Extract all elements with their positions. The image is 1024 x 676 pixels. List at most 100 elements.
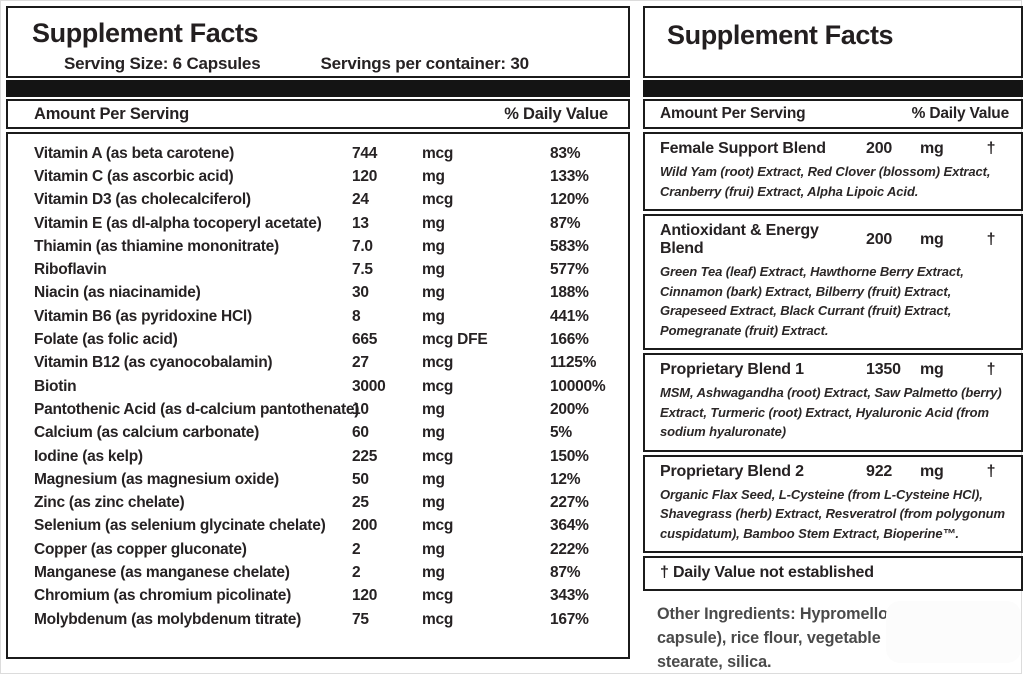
nutrient-amount: 30 (352, 284, 369, 302)
nutrient-row: Manganese (as manganese chelate) 2 mg 87% (8, 561, 628, 584)
nutrient-name: Vitamin B6 (as pyridoxine HCl) (34, 307, 252, 325)
blend-name: Antioxidant & Energy Blend (660, 222, 819, 257)
blend-unit: mg (920, 462, 944, 480)
nutrient-amount: 25 (352, 494, 369, 512)
nutrient-daily-value: 167% (550, 610, 589, 628)
blend-list: Female Support Blend 200 mg † Wild Yam (root… (643, 132, 1023, 553)
left-panel-title: Supplement Facts (32, 18, 259, 48)
nutrient-name: Vitamin B12 (as cyanocobalamin) (34, 354, 273, 372)
nutrient-amount: 2 (352, 563, 361, 581)
nutrient-daily-value: 87% (550, 563, 581, 581)
nutrient-row: Zinc (as zinc chelate) 25 mg 227% (8, 491, 628, 514)
nutrient-unit: mg (422, 284, 445, 302)
blend-name: Proprietary Blend 2 (660, 462, 804, 480)
nutrient-name: Biotin (34, 377, 77, 395)
nutrient-daily-value: 227% (550, 494, 589, 512)
nutrient-name: Copper (as copper gluconate) (34, 540, 247, 558)
serving-info-line: Serving Size: 6 Capsules Servings per co… (32, 54, 610, 74)
nutrient-name: Iodine (as kelp) (34, 447, 143, 465)
nutrient-unit: mcg (422, 377, 454, 395)
nutrient-unit: mcg (422, 517, 454, 535)
nutrient-row: Vitamin A (as beta carotene) 744 mcg 83% (8, 142, 628, 165)
nutrient-amount: 50 (352, 470, 369, 488)
right-facts-panel: Supplement Facts Amount Per Serving % Da… (643, 6, 1023, 674)
nutrient-amount: 120 (352, 587, 378, 605)
nutrient-amount: 10 (352, 400, 369, 418)
nutrient-amount: 744 (352, 144, 378, 162)
blend-ingredients: Organic Flax Seed, L-Cysteine (from L-Cy… (660, 486, 1005, 541)
nutrient-unit: mcg (422, 144, 454, 162)
nutrient-unit: mg (422, 563, 445, 581)
nutrient-name: Thiamin (as thiamine mononitrate) (34, 237, 279, 255)
nutrient-row: Vitamin D3 (as cholecalciferol) 24 mcg 120% (8, 189, 628, 212)
nutrient-amount: 24 (352, 191, 369, 209)
nutrient-name: Vitamin A (as beta carotene) (34, 144, 235, 162)
nutrient-row: Copper (as copper gluconate) 2 mg 222% (8, 538, 628, 561)
nutrient-daily-value: 364% (550, 517, 589, 535)
nutrient-amount: 7.0 (352, 237, 373, 255)
nutrient-daily-value: 10000% (550, 377, 606, 395)
nutrient-daily-value: 583% (550, 237, 589, 255)
nutrient-unit: mg (422, 494, 445, 512)
blend-header: Proprietary Blend 2 922 mg † (660, 463, 1008, 481)
nutrient-table: Vitamin A (as beta carotene) 744 mcg 83% Vit… (6, 132, 630, 659)
nutrient-row: Vitamin B12 (as cyanocobalamin) 27 mcg 1125… (8, 352, 628, 375)
blend-box: Proprietary Blend 1 1350 mg † MSM, Ashwagand… (643, 353, 1023, 452)
blend-amount: 922 (866, 462, 893, 480)
nutrient-amount: 75 (352, 610, 369, 628)
nutrient-row: Riboflavin 7.5 mg 577% (8, 258, 628, 281)
nutrient-daily-value: 200% (550, 400, 589, 418)
blend-daily-value: † (986, 140, 996, 157)
nutrient-daily-value: 150% (550, 447, 589, 465)
nutrient-row: Chromium (as chromium picolinate) 120 mcg 3… (8, 585, 628, 608)
left-title-box: Supplement Facts Serving Size: 6 Capsule… (6, 6, 630, 78)
right-daily-value-header: % Daily Value (911, 105, 1010, 122)
nutrient-unit: mg (422, 237, 445, 255)
nutrient-row: Niacin (as niacinamide) 30 mg 188% (8, 282, 628, 305)
nutrient-row: Vitamin B6 (as pyridoxine HCl) 8 mg 441% (8, 305, 628, 328)
nutrient-unit: mg (422, 261, 445, 279)
nutrient-daily-value: 1125% (550, 354, 597, 372)
nutrient-daily-value: 222% (550, 540, 589, 558)
nutrient-name: Manganese (as manganese chelate) (34, 563, 290, 581)
nutrient-daily-value: 343% (550, 587, 589, 605)
blend-header: Female Support Blend 200 mg † (660, 140, 1008, 158)
blend-ingredients: Wild Yam (root) Extract, Red Clover (blo… (660, 164, 991, 199)
right-amount-per-serving-header: Amount Per Serving (660, 105, 806, 122)
blend-name: Female Support Blend (660, 140, 826, 157)
blend-daily-value: † (986, 231, 996, 248)
nutrient-unit: mg (422, 470, 445, 488)
nutrient-daily-value: 441% (550, 307, 589, 325)
nutrient-daily-value: 166% (550, 331, 589, 349)
blend-amount: 200 (866, 231, 893, 248)
blend-ingredients: MSM, Ashwagandha (root) Extract, Saw Pal… (660, 385, 1002, 439)
nutrient-row: Thiamin (as thiamine mononitrate) 7.0 mg 58… (8, 235, 628, 258)
nutrient-amount: 7.5 (352, 261, 373, 279)
left-column-header-row: Amount Per Serving % Daily Value (6, 99, 630, 129)
nutrient-row: Magnesium (as magnesium oxide) 50 mg 12% (8, 468, 628, 491)
nutrient-unit: mg (422, 540, 445, 558)
blend-box: Female Support Blend 200 mg † Wild Yam (root… (643, 132, 1023, 211)
nutrient-daily-value: 133% (550, 167, 589, 185)
nutrient-name: Magnesium (as magnesium oxide) (34, 470, 279, 488)
blend-ingredients: Green Tea (leaf) Extract, Hawthorne Berr… (660, 264, 964, 338)
nutrient-name: Niacin (as niacinamide) (34, 284, 201, 302)
nutrient-row: Molybdenum (as molybdenum titrate) 75 mcg 1… (8, 608, 628, 631)
nutrient-unit: mcg (422, 354, 454, 372)
nutrient-name: Vitamin D3 (as cholecalciferol) (34, 191, 251, 209)
right-divider-bar (643, 80, 1023, 97)
nutrient-row: Pantothenic Acid (as d-calcium pantothen… (8, 398, 628, 421)
serving-size-text: Serving Size: 6 Capsules (64, 54, 261, 73)
nutrient-name: Molybdenum (as molybdenum titrate) (34, 610, 302, 628)
blend-box: Proprietary Blend 2 922 mg † Organic Flax Se… (643, 454, 1023, 553)
right-column-header-row: Amount Per Serving % Daily Value (643, 99, 1023, 129)
left-divider-bar (6, 80, 630, 97)
nutrient-daily-value: 12% (550, 470, 581, 488)
nutrient-amount: 665 (352, 331, 378, 349)
nutrient-row: Iodine (as kelp) 225 mcg 150% (8, 445, 628, 468)
nutrient-name: Folate (as folic acid) (34, 331, 178, 349)
nutrient-name: Zinc (as zinc chelate) (34, 494, 185, 512)
nutrient-daily-value: 87% (550, 214, 581, 232)
nutrient-row: Folate (as folic acid) 665 mcg DFE 166% (8, 328, 628, 351)
right-panel-title: Supplement Facts (667, 20, 894, 50)
